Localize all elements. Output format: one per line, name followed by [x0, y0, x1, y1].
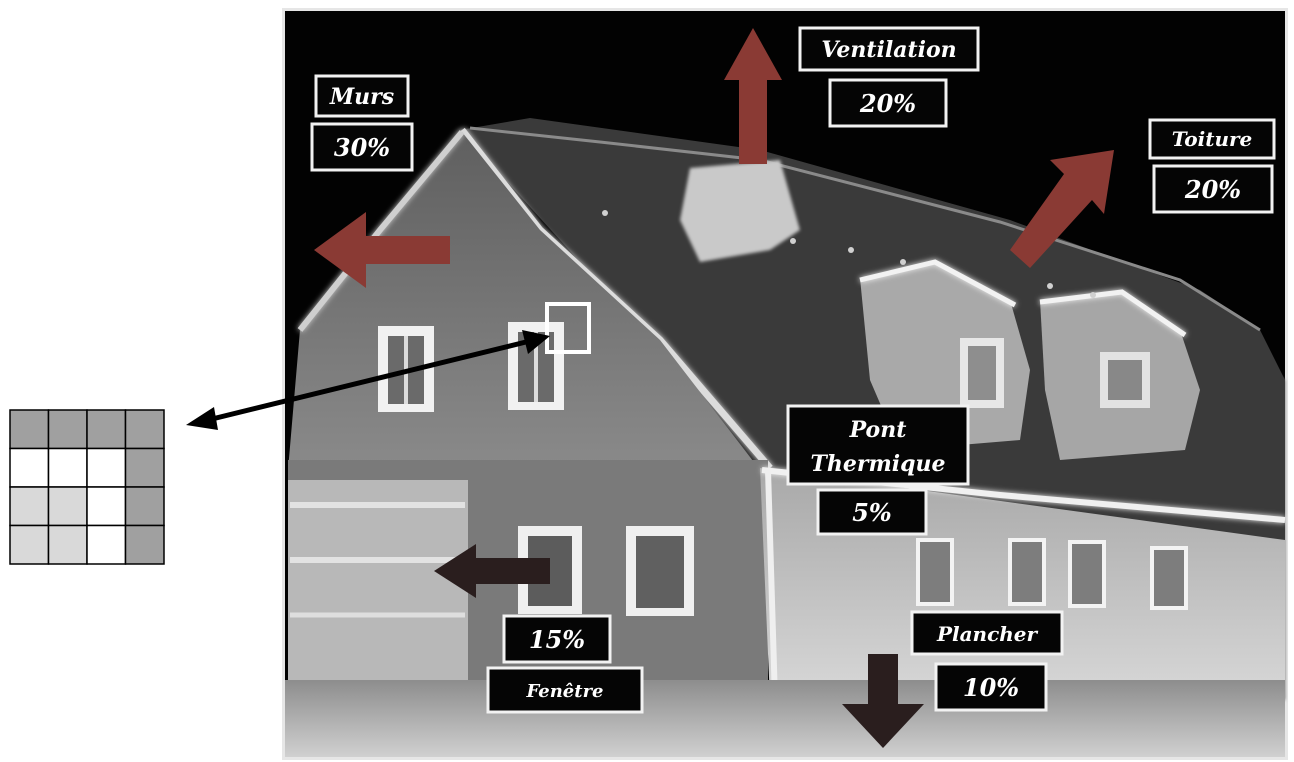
chimney — [680, 160, 800, 262]
gable-left-edge — [297, 130, 465, 332]
label-plancher-name: Plancher — [936, 622, 1039, 646]
label-fenetre: 15% Fenêtre — [486, 614, 644, 714]
pixel-grid — [9, 409, 165, 565]
pixel-cell — [9, 524, 50, 565]
connector-arrowhead-left — [186, 407, 218, 430]
roof-ridge — [469, 126, 1261, 332]
arrow-murs — [314, 212, 450, 288]
label-ventilation-percent: 20% — [859, 89, 916, 118]
label-fenetre-percent: 15% — [529, 625, 585, 654]
pixel-cell — [9, 447, 50, 488]
dormer-2 — [1039, 289, 1200, 460]
pixel-cell — [47, 409, 88, 450]
pixel-cell — [124, 409, 165, 450]
label-murs-name: Murs — [329, 84, 394, 110]
left-shed — [288, 480, 468, 680]
label-pont-thermique: Pont Thermique 5% — [786, 404, 970, 536]
connector-arrowhead-right — [522, 330, 550, 354]
label-ventilation: Ventilation 20% — [798, 26, 980, 128]
pixel-cell — [9, 486, 50, 527]
pixel-cell — [86, 447, 127, 488]
pixel-cell — [47, 486, 88, 527]
label-pont-line1: Pont — [849, 417, 907, 443]
dormer-1 — [859, 259, 1030, 450]
roof-dots — [602, 210, 1096, 298]
arrow-plancher — [842, 654, 924, 748]
pixel-cell — [86, 486, 127, 527]
selected-pixel-area[interactable] — [545, 302, 591, 354]
label-murs-percent: 30% — [334, 133, 390, 162]
label-toiture: Toiture 20% — [1148, 118, 1276, 214]
label-pont-percent: 5% — [852, 498, 892, 527]
label-plancher: Plancher 10% — [910, 610, 1064, 712]
label-plancher-percent: 10% — [963, 673, 1019, 702]
arrow-ventilation — [724, 28, 782, 164]
label-toiture-percent: 20% — [1184, 175, 1241, 204]
annex-corner — [765, 469, 778, 701]
pixel-cell — [124, 447, 165, 488]
label-ventilation-name: Ventilation — [821, 37, 956, 63]
pixel-cell — [86, 409, 127, 450]
pixel-cell — [124, 486, 165, 527]
arrow-fenetre — [434, 544, 550, 598]
lower-window-right — [626, 526, 694, 616]
pixel-cell — [9, 409, 50, 450]
label-pont-line2: Thermique — [811, 451, 946, 477]
label-toiture-name: Toiture — [1172, 127, 1253, 151]
arrow-toiture — [1010, 150, 1114, 268]
label-murs: Murs 30% — [310, 74, 414, 172]
label-fenetre-name: Fenêtre — [525, 681, 603, 702]
pixel-cell — [86, 524, 127, 565]
connector-arrow — [186, 330, 550, 430]
ground — [285, 680, 1285, 757]
pixel-cell — [124, 524, 165, 565]
pixel-cell — [47, 524, 88, 565]
annex-windows — [916, 538, 1188, 610]
thermal-photo: Murs 30% Ventilation 20% Toiture 20% Pon… — [282, 8, 1288, 760]
pixel-cell — [47, 447, 88, 488]
